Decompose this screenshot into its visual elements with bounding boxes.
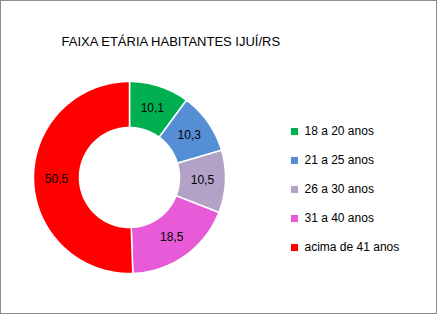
svg-text:21 a 25 anos: 21 a 25 anos bbox=[305, 153, 374, 167]
svg-text:acima de 41 anos: acima de 41 anos bbox=[305, 240, 400, 254]
svg-text:18 a 20 anos: 18 a 20 anos bbox=[305, 124, 374, 138]
svg-text:50,5: 50,5 bbox=[45, 172, 69, 186]
svg-text:FAIXA ETÁRIA HABITANTES IJUÍ/R: FAIXA ETÁRIA HABITANTES IJUÍ/RS bbox=[62, 34, 281, 49]
svg-text:31 a 40 anos: 31 a 40 anos bbox=[305, 211, 374, 225]
svg-text:10,5: 10,5 bbox=[191, 173, 215, 187]
svg-text:26 a 30 anos: 26 a 30 anos bbox=[305, 182, 374, 196]
svg-text:10,1: 10,1 bbox=[141, 101, 165, 115]
svg-text:18,5: 18,5 bbox=[160, 230, 184, 244]
svg-text:10,3: 10,3 bbox=[178, 128, 202, 142]
